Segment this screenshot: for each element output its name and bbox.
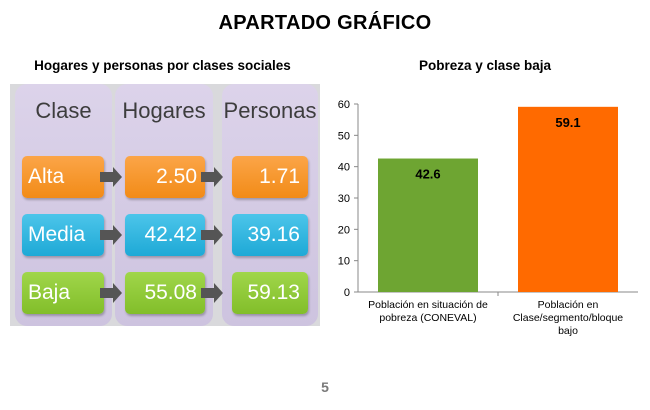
- hogares-media-cell: 42.42: [125, 214, 205, 256]
- clase-alta-cell: Alta: [22, 156, 104, 198]
- hogares-header: Hogares: [122, 98, 206, 123]
- y-tick-label: 10: [338, 256, 350, 268]
- hogares-alta-cell: 2.50: [125, 156, 205, 198]
- chart-title: Pobreza y clase baja: [418, 58, 552, 73]
- poverty-bar-chart: 0 10 20 30 40 50 60 42.6 Población en situación …: [338, 99, 638, 337]
- clase-header: Clase: [35, 98, 92, 123]
- page-number: 5: [321, 379, 329, 395]
- clase-media-cell: Media: [22, 214, 104, 256]
- personas-column: Personas 1.71 39.16 59.13: [222, 84, 318, 326]
- clase-column: Clase Alta Media Baja: [15, 84, 112, 326]
- personas-media-cell: 39.16: [232, 214, 308, 256]
- personas-alta-cell: 1.71: [232, 156, 308, 198]
- bar: [378, 158, 478, 292]
- table-title: Hogares y personas por clases sociales: [34, 58, 291, 73]
- personas-baja-cell: 59.13: [232, 272, 308, 314]
- x-tick-label: Población en situación de pobreza (CONEVA…: [368, 299, 488, 324]
- personas-header: Personas: [223, 98, 317, 123]
- y-tick-label: 30: [338, 193, 350, 205]
- y-tick-label: 0: [344, 287, 350, 299]
- bar-value-label: 42.6: [415, 167, 440, 182]
- hogares-baja-cell: 55.08: [125, 272, 205, 314]
- page-title: APARTADO GRÁFICO: [218, 12, 432, 34]
- bar-value-label: 59.1: [555, 115, 580, 130]
- x-tick-label: Población en Clase/segmento/bloque bajo: [513, 299, 623, 337]
- class-table-panel: Clase Alta Media Baja Hogares 2.50 42.42…: [10, 84, 320, 326]
- hogares-column: Hogares 2.50 42.42 55.08: [115, 84, 213, 326]
- y-tick-label: 40: [338, 162, 350, 174]
- bar: [518, 106, 618, 292]
- y-tick-label: 50: [338, 130, 350, 142]
- clase-baja-cell: Baja: [22, 272, 104, 314]
- y-tick-label: 20: [338, 224, 350, 236]
- y-tick-label: 60: [338, 99, 350, 111]
